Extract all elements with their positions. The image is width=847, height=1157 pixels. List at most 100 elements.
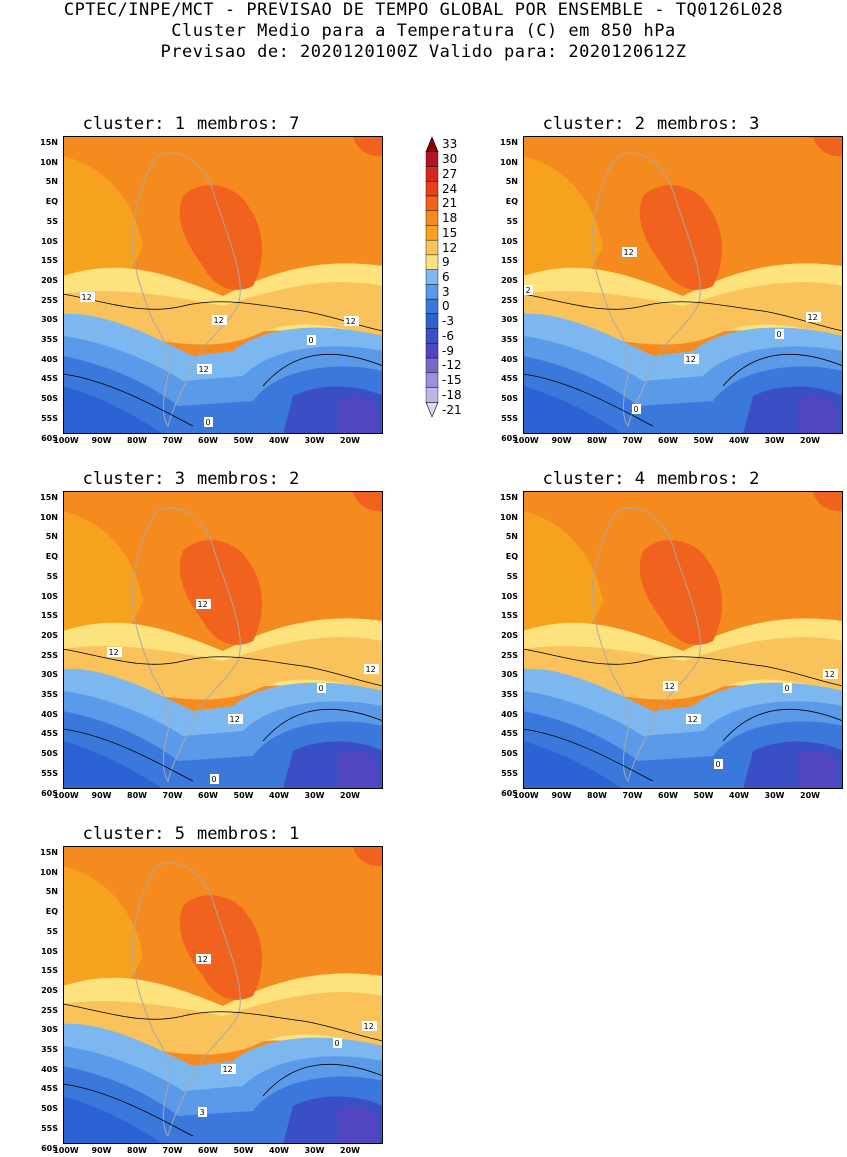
temperate-band [63, 992, 383, 1055]
lon-tick-label: 100W [513, 436, 539, 445]
lat-tick-label: 55S [501, 768, 518, 778]
contour-label-bg [686, 714, 701, 724]
lat-tick-label: 15N [500, 138, 518, 147]
contour-label-bg [823, 669, 838, 679]
lon-tick-label: 60W [658, 436, 678, 445]
contour-label-bg [198, 1107, 207, 1117]
lat-tick-label: 5S [46, 571, 58, 581]
lon-tick-label: 60W [198, 791, 218, 800]
lon-tick-label: 60W [658, 791, 678, 800]
contour-label: 0 [716, 760, 721, 769]
lat-tick-label: 5S [506, 216, 518, 226]
contour-label-bg [632, 404, 641, 414]
polar-zone-west [523, 386, 623, 434]
figure-title-line1: CPTEC/INPE/MCT - PREVISAO DE TEMPO GLOBA… [63, 0, 784, 20]
lon-tick-label: 80W [587, 791, 607, 800]
lat-tick-label: 45S [501, 729, 518, 739]
contour-label-bg [783, 683, 792, 693]
heat-core-amazon [179, 895, 263, 1000]
heat-core-northeast [813, 136, 843, 157]
lat-tick-label: 45S [41, 1084, 58, 1094]
lon-tick-label: 20W [340, 1146, 360, 1155]
map-panel-cluster-5: cluster: 5 membros: 1 15N 10N 5N EQ 5S 10S 15S 20… [30, 824, 390, 1155]
lat-tick-label: 10S [41, 236, 58, 246]
heat-core-amazon [179, 185, 263, 290]
colorbar-swatch [425, 357, 439, 373]
temperature-colorbar: 33 30 27 24 21 18 15 12 9 6 3 0 -3 -6 -9 -12 -15 -18 -21 [425, 135, 485, 445]
lon-tick-label: 40W [269, 1146, 289, 1155]
lat-tick-label: 5N [45, 887, 58, 897]
lon-tick-label: 50W [693, 791, 714, 800]
contour-label: 0 [335, 1039, 340, 1048]
colorbar-level-label: -12 [442, 358, 462, 373]
polar-core [338, 750, 378, 789]
lon-tick-label: 90W [91, 436, 112, 445]
map-border [523, 491, 843, 789]
colorbar-swatch [425, 195, 439, 211]
lon-tick-label: 70W [162, 436, 183, 445]
map-border [523, 136, 843, 434]
temperature-map: 12 12 12 12 0 0 [63, 491, 383, 789]
colorbar-level-label: -3 [442, 314, 454, 329]
colorbar-level-label: 24 [442, 181, 458, 196]
heat-core-northeast [353, 846, 383, 867]
lat-tick-label: 25S [501, 295, 518, 305]
lat-tick-label: 45S [41, 729, 58, 739]
lon-tick-label: 80W [127, 791, 147, 800]
colorbar-level-label: -15 [442, 373, 462, 388]
lat-tick-label: 10N [500, 157, 518, 167]
colorbar-level-label: 33 [442, 137, 458, 152]
lat-tick-label: 5S [46, 926, 58, 936]
contour-label: 0 [777, 330, 782, 339]
contour-label-bg [212, 315, 227, 325]
lat-tick-label: 10N [40, 867, 58, 877]
lat-tick-label: 10N [500, 512, 518, 522]
lon-tick-label: 100W [53, 1146, 79, 1155]
lat-tick-label: 5N [505, 177, 518, 187]
contour-label-bg [806, 312, 821, 322]
isotherm-0 [63, 1063, 383, 1137]
lat-tick-label: 5S [46, 216, 58, 226]
continent-outline [591, 152, 701, 428]
cluster-label: cluster: 4 [542, 469, 645, 489]
warm-zone-west [63, 511, 143, 641]
temperature-map: 12 2 12 12 0 0 [523, 136, 843, 434]
lon-tick-label: 80W [127, 1146, 147, 1155]
continent-outline [591, 507, 701, 783]
contour-label: 0 [206, 418, 211, 427]
members-label: membros: 2 [657, 469, 760, 489]
contour-label-bg [196, 599, 211, 609]
contour-label: 0 [785, 684, 790, 693]
lat-tick-label: EQ [45, 197, 58, 207]
warm-zone-west [523, 156, 603, 286]
lat-tick-label: 55S [41, 413, 58, 423]
lat-tick-label: 55S [501, 413, 518, 423]
lat-tick-label: 35S [41, 690, 58, 699]
lon-tick-label: 80W [127, 436, 147, 445]
polar-zone-west [523, 741, 623, 789]
colorbar-swatch [425, 239, 439, 256]
lat-tick-label: 25S [41, 1005, 58, 1015]
cluster-label: cluster: 2 [542, 114, 645, 134]
contour-label: 12 [198, 955, 208, 964]
lat-tick-label: 20S [501, 630, 518, 640]
contour-label: 12 [82, 293, 92, 302]
colorbar-swatch [425, 284, 439, 300]
lat-tick-label: 15N [40, 138, 58, 147]
contour-label: 12 [364, 1022, 374, 1031]
lat-tick-label: EQ [45, 552, 58, 562]
isotherm-0 [523, 353, 843, 427]
contour-label-bg [197, 364, 212, 374]
contour-label-bg [307, 335, 316, 345]
panel-title: cluster: 5 membros: 1 [30, 824, 352, 844]
contour-label: 12 [825, 670, 835, 679]
colorbar-swatch [425, 372, 439, 388]
figure-title-line3: Previsao de: 2020120100Z Valido para: 20… [160, 42, 687, 62]
lat-tick-label: 50S [41, 1104, 58, 1114]
lat-tick-label: 15S [501, 256, 518, 266]
map-panel-cluster-4: cluster: 4 membros: 2 15N 10N 5N EQ 5S 10S 15S 20… [490, 469, 847, 800]
warm-zone-west [63, 156, 143, 286]
lon-tick-label: 50W [233, 1146, 254, 1155]
lat-tick-label: 15N [40, 493, 58, 502]
colorbar-level-label: 3 [442, 284, 450, 299]
